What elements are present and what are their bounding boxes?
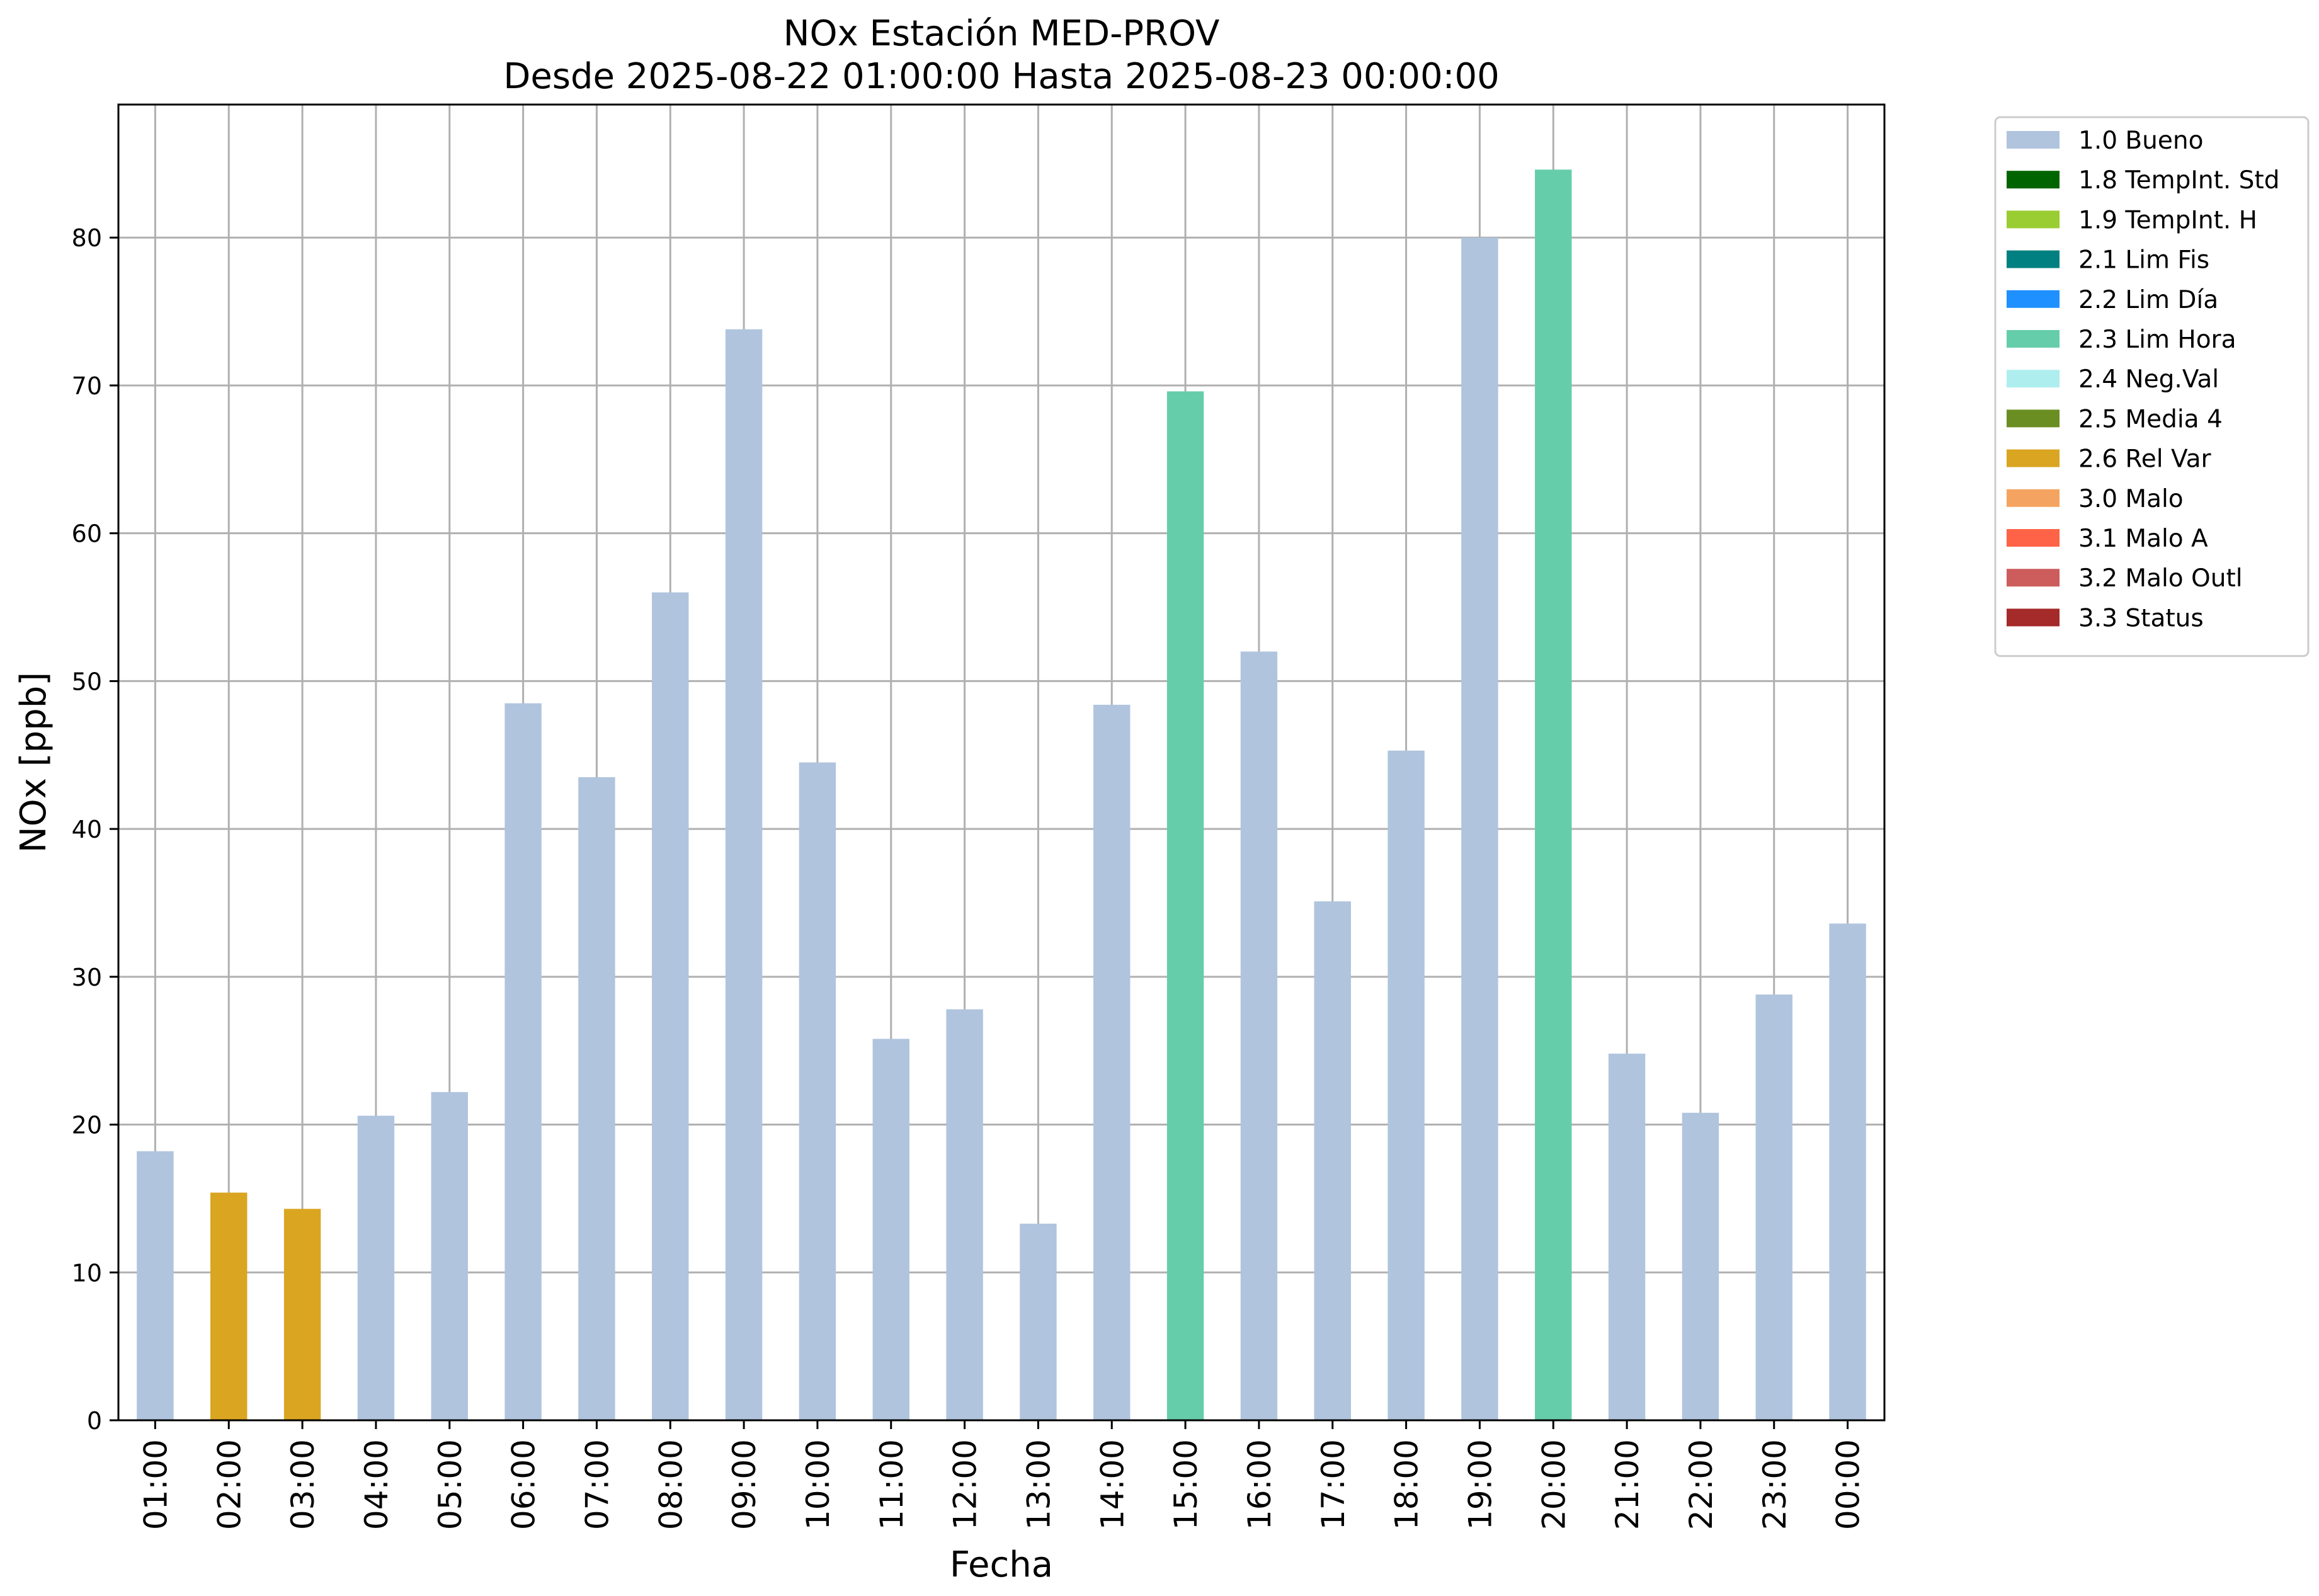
x-axis-label: Fecha bbox=[950, 1544, 1053, 1585]
bar-1000 bbox=[799, 762, 836, 1420]
bar-2200 bbox=[1682, 1112, 1719, 1420]
legend-label: 1.8 TempInt. Std bbox=[2078, 166, 2279, 195]
legend-swatch bbox=[2007, 449, 2060, 467]
bar-1800 bbox=[1387, 750, 1425, 1420]
x-tick-label: 13:00 bbox=[1020, 1439, 1057, 1530]
legend-swatch bbox=[2007, 330, 2060, 348]
legend-label: 1.9 TempInt. H bbox=[2078, 206, 2257, 234]
bar-0100 bbox=[137, 1151, 174, 1420]
bar-1100 bbox=[872, 1039, 909, 1420]
y-tick-label: 10 bbox=[72, 1259, 102, 1287]
bar-2100 bbox=[1608, 1053, 1646, 1420]
bar-0200 bbox=[210, 1192, 248, 1420]
y-tick-label: 60 bbox=[72, 520, 102, 548]
x-tick-label: 19:00 bbox=[1462, 1439, 1498, 1530]
x-tick-label: 09:00 bbox=[726, 1439, 763, 1530]
x-tick-label: 01:00 bbox=[137, 1439, 174, 1530]
x-tick-label: 11:00 bbox=[874, 1439, 910, 1530]
legend-label: 3.2 Malo Outl bbox=[2078, 564, 2243, 593]
x-tick-label: 15:00 bbox=[1168, 1439, 1204, 1530]
bar-2000 bbox=[1535, 169, 1572, 1421]
bar-1200 bbox=[946, 1009, 983, 1420]
legend-label: 2.2 Lim Día bbox=[2078, 286, 2218, 314]
y-tick-label: 50 bbox=[72, 668, 102, 695]
legend-swatch bbox=[2007, 131, 2060, 149]
y-tick-label: 40 bbox=[72, 816, 102, 843]
y-axis: 0 10 20 30 40 50 60 70 80 bbox=[72, 224, 118, 1435]
plot-frame bbox=[117, 103, 1886, 1422]
bar-0700 bbox=[578, 777, 615, 1420]
legend-box bbox=[1994, 116, 2310, 658]
bar-1700 bbox=[1314, 901, 1351, 1420]
legend-swatch bbox=[2007, 569, 2060, 587]
x-tick-label: 04:00 bbox=[358, 1439, 395, 1530]
legend-swatch bbox=[2007, 171, 2060, 189]
x-tick-label: 03:00 bbox=[285, 1439, 321, 1530]
legend-label: 2.6 Rel Var bbox=[2078, 445, 2212, 474]
legend-label: 2.4 Neg.Val bbox=[2078, 365, 2219, 394]
bar-1400 bbox=[1093, 704, 1131, 1420]
bar-1900 bbox=[1461, 237, 1498, 1420]
bar-0300 bbox=[283, 1209, 321, 1420]
bar-0600 bbox=[504, 703, 542, 1420]
x-tick-label: 05:00 bbox=[432, 1439, 469, 1530]
legend-label: 2.1 Lim Fis bbox=[2078, 246, 2209, 275]
legend-label: 1.0 Bueno bbox=[2078, 127, 2203, 155]
y-tick-label: 0 bbox=[87, 1407, 102, 1435]
x-tick-label: 14:00 bbox=[1094, 1439, 1131, 1530]
bar-0800 bbox=[652, 592, 689, 1421]
x-tick-label: 17:00 bbox=[1315, 1439, 1352, 1530]
y-tick-label: 70 bbox=[72, 372, 102, 400]
x-tick-label: 16:00 bbox=[1241, 1439, 1278, 1530]
chart-title: NOx Estación MED-PROV bbox=[783, 13, 1220, 54]
legend-swatch bbox=[2007, 370, 2060, 388]
bar-1500 bbox=[1166, 391, 1204, 1421]
x-tick-label: 06:00 bbox=[506, 1439, 542, 1530]
x-axis: 01:00 02:00 03:00 04:00 05:00 06:00 07:00 08:00… bbox=[137, 1420, 1867, 1530]
y-tick-label: 80 bbox=[72, 224, 102, 252]
x-tick-label: 22:00 bbox=[1683, 1439, 1719, 1530]
x-tick-label: 10:00 bbox=[800, 1439, 836, 1530]
bar-2300 bbox=[1755, 995, 1792, 1420]
x-tick-label: 08:00 bbox=[652, 1439, 689, 1530]
legend: 1.0 Bueno 1.8 TempInt. Std 1.9 TempInt. H 2… bbox=[1994, 116, 2310, 658]
legend-swatch bbox=[2007, 529, 2060, 547]
x-tick-label: 00:00 bbox=[1830, 1439, 1867, 1530]
bar-1600 bbox=[1240, 651, 1278, 1420]
bar-1300 bbox=[1020, 1223, 1057, 1420]
bars bbox=[137, 169, 1866, 1421]
bar-0400 bbox=[357, 1115, 395, 1420]
legend-label: 3.0 Malo bbox=[2078, 485, 2184, 513]
bar-0900 bbox=[725, 329, 763, 1421]
x-tick-label: 02:00 bbox=[211, 1439, 248, 1530]
legend-swatch bbox=[2007, 250, 2060, 268]
legend-label: 2.5 Media 4 bbox=[2078, 405, 2223, 433]
bar-0000 bbox=[1829, 923, 1866, 1420]
x-tick-label: 12:00 bbox=[947, 1439, 984, 1530]
x-tick-label: 21:00 bbox=[1609, 1439, 1646, 1530]
legend-swatch bbox=[2007, 608, 2060, 627]
legend-label: 3.3 Status bbox=[2078, 604, 2204, 632]
legend-swatch bbox=[2007, 210, 2060, 229]
y-tick-label: 30 bbox=[72, 964, 102, 991]
legend-label: 2.3 Lim Hora bbox=[2078, 326, 2236, 354]
legend-swatch bbox=[2007, 409, 2060, 428]
x-tick-label: 07:00 bbox=[579, 1439, 615, 1530]
y-axis-label: NOx [ppb] bbox=[13, 672, 54, 853]
x-tick-label: 20:00 bbox=[1536, 1439, 1572, 1530]
legend-swatch bbox=[2007, 290, 2060, 308]
x-tick-label: 23:00 bbox=[1757, 1439, 1793, 1530]
x-tick-label: 18:00 bbox=[1389, 1439, 1425, 1530]
legend-swatch bbox=[2007, 489, 2060, 507]
chart-subtitle: Desde 2025-08-22 01:00:00 Hasta 2025-08-… bbox=[503, 56, 1500, 97]
bar-0500 bbox=[431, 1092, 468, 1420]
legend-label: 3.1 Malo A bbox=[2078, 525, 2208, 553]
y-tick-label: 20 bbox=[72, 1112, 102, 1139]
